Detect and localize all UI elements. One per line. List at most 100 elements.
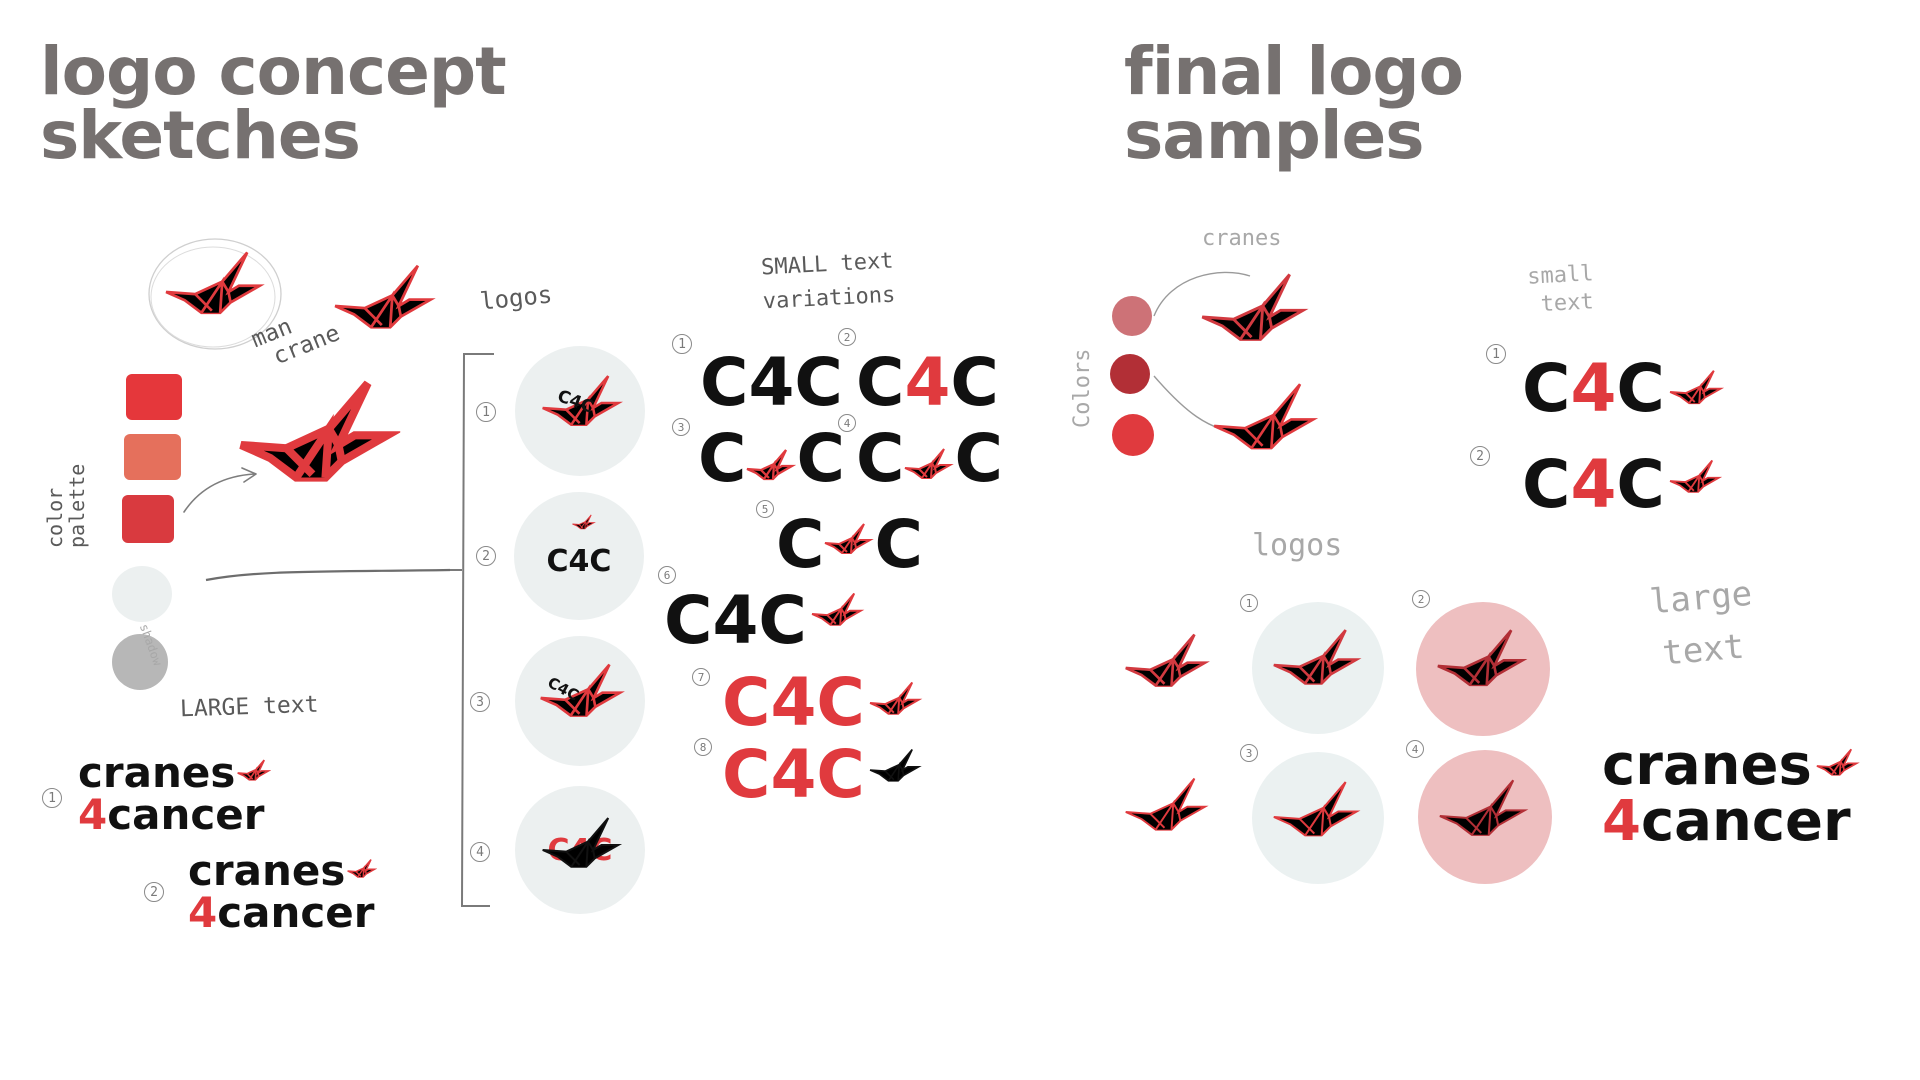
large-wordmark-2: cranes 4cancer — [188, 850, 377, 934]
crane-icon — [869, 681, 923, 725]
small-variation-number-7: 7 — [692, 668, 710, 686]
circled-crane-sketch — [148, 238, 282, 350]
secondary-swatch-light — [112, 566, 172, 622]
crane-icon — [347, 859, 377, 883]
crane-icon — [869, 746, 923, 794]
small-variation-number-6: 6 — [658, 566, 676, 584]
final-small-logo-1: C 4 C — [1522, 350, 1725, 427]
final-heading-line1: final logo — [1124, 33, 1464, 110]
small-variation-number-5: 5 — [756, 500, 774, 518]
small-variation-4: C C — [856, 420, 1003, 497]
small-variation-6-c1: C — [664, 582, 713, 659]
logo-badge-1: C4C — [515, 346, 645, 476]
final-badge-1 — [1252, 602, 1384, 734]
crane-icon — [1272, 780, 1364, 854]
color-dot-2 — [1110, 354, 1150, 394]
crane-icon — [1669, 369, 1725, 415]
crane-icon — [1438, 778, 1532, 854]
concept-heading-line1: logo concept — [40, 33, 507, 110]
color-palette-note-line2: palette — [65, 463, 89, 548]
final-small-logo-2-four: 4 — [1570, 446, 1617, 523]
crane-icon — [811, 592, 865, 636]
final-logo-number-3: 3 — [1240, 744, 1258, 762]
small-variation-3-c2: C — [796, 420, 845, 497]
small-variation-1-c1: C — [700, 344, 749, 421]
small-variation-6: C 4 C — [664, 582, 865, 659]
final-logo-number-4: 4 — [1406, 740, 1424, 758]
small-variation-7-c2: C — [816, 664, 865, 741]
wordmark-line2: cancer — [1640, 789, 1851, 854]
final-heading-line2: samples — [1124, 97, 1425, 174]
small-variation-3: C C — [698, 420, 845, 497]
final-logo-number-2: 2 — [1412, 590, 1430, 608]
wordmark-line1: cranes — [78, 748, 236, 797]
small-variation-3-c1: C — [698, 420, 747, 497]
crane-icon — [904, 448, 954, 488]
final-small-logo-1-c1: C — [1522, 350, 1571, 427]
final-small-logo-2-c2: C — [1616, 446, 1665, 523]
large-text-label-final-line2: text — [1660, 626, 1746, 674]
large-text-number-2: 2 — [144, 882, 164, 902]
small-text-label-final-line2: text — [1540, 289, 1595, 318]
large-text-label-final-line1: large — [1648, 573, 1754, 623]
palette-swatch-2 — [124, 434, 181, 480]
logo-badge-2: C4C — [514, 492, 644, 620]
crane-icon — [237, 759, 271, 787]
crane-icon — [824, 521, 874, 565]
color-palette-note-line1: color — [43, 487, 67, 548]
small-text-label: SMALL text variations — [760, 245, 896, 320]
final-badge-4 — [1418, 750, 1552, 884]
small-variation-2-c2: C — [950, 344, 999, 421]
small-variation-number-3: 3 — [672, 418, 690, 436]
large-text-label-final: large text — [1648, 568, 1759, 681]
final-crane-shaded — [1200, 272, 1312, 362]
small-variation-7-four: 4 — [770, 664, 817, 741]
logo-badge-3: C4C — [515, 636, 645, 766]
crane-icon — [1272, 628, 1364, 702]
small-variation-8: C 4 C — [722, 736, 923, 813]
logos-label-sketch: logos — [478, 280, 554, 316]
small-variation-number-1: 1 — [672, 334, 692, 354]
color-dot-3 — [1112, 414, 1154, 456]
logo-number-2: 2 — [476, 546, 496, 566]
crane-icon — [541, 816, 625, 884]
crane-icon — [746, 449, 796, 489]
final-badge-2 — [1416, 602, 1550, 736]
palette-swatch-3 — [122, 495, 174, 543]
wordmark-line1: cranes — [1602, 733, 1812, 798]
concept-heading-line2: sketches — [40, 97, 361, 174]
crane-icon — [1436, 628, 1530, 704]
arrow-sketch — [183, 467, 257, 513]
small-variation-8-c2: C — [816, 736, 865, 813]
crane-icon — [1816, 748, 1860, 784]
small-variation-1: C 4 C — [700, 344, 843, 421]
final-crane-outline — [1212, 382, 1322, 470]
final-small-logo-1-four: 4 — [1570, 350, 1617, 427]
large-text-number-1: 1 — [42, 788, 62, 808]
final-small-logo-2: C 4 C — [1522, 446, 1723, 523]
large-wordmark-1: cranes 4cancer — [78, 752, 271, 836]
final-standalone-crane-2 — [1124, 776, 1212, 848]
final-badge-3 — [1252, 752, 1384, 884]
small-variation-7: C 4 C — [722, 664, 923, 741]
small-variation-2-four: 4 — [904, 344, 951, 421]
final-small-number-2: 2 — [1470, 446, 1490, 466]
final-large-wordmark: cranes 4cancer — [1602, 738, 1860, 850]
small-variation-2-c1: C — [856, 344, 905, 421]
small-text-label-final-line1: small — [1526, 261, 1595, 290]
final-heading: final logo samples — [1124, 33, 1464, 174]
colors-label: Colors — [1070, 348, 1095, 428]
small-variation-7-c1: C — [722, 664, 771, 741]
small-variation-6-four: 4 — [712, 582, 759, 659]
logo-number-3: 3 — [470, 692, 490, 712]
logo-number-4: 4 — [470, 842, 490, 862]
small-variation-6-c2: C — [758, 582, 807, 659]
concept-heading: logo concept sketches — [40, 33, 507, 174]
final-logo-number-1: 1 — [1240, 594, 1258, 612]
crane-icon — [572, 514, 596, 534]
palette-swatch-1 — [126, 374, 182, 420]
final-small-logo-2-c1: C — [1522, 446, 1571, 523]
small-variation-1-c2: C — [794, 344, 843, 421]
final-small-number-1: 1 — [1486, 344, 1506, 364]
small-variation-number-4: 4 — [838, 414, 856, 432]
